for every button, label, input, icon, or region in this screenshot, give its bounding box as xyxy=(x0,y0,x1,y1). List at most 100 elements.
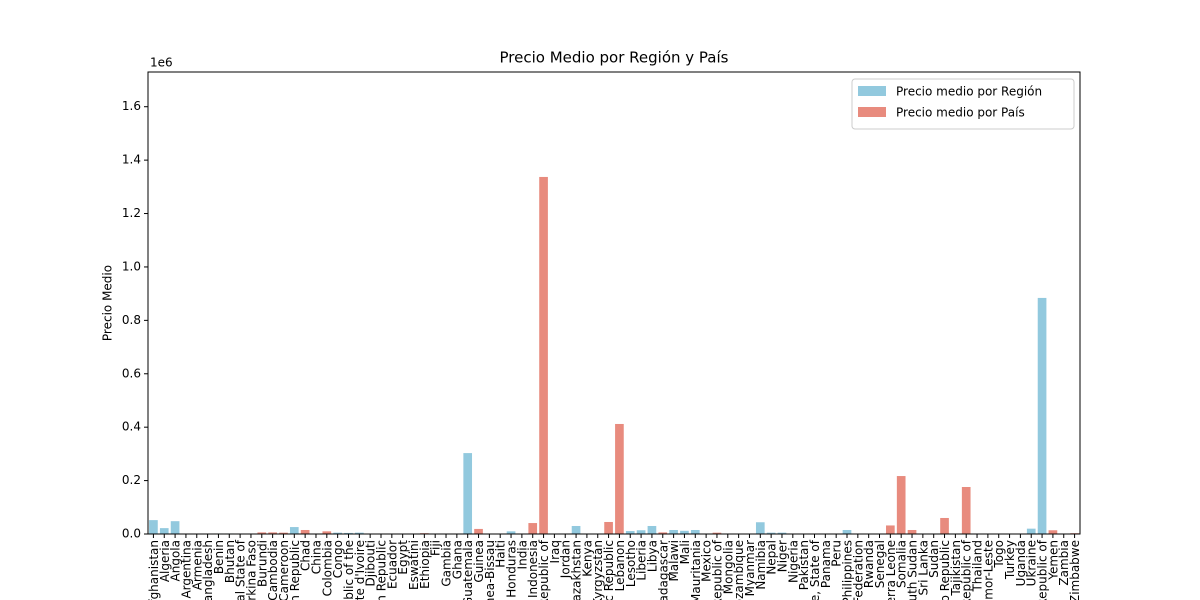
x-tick-label: Zambia xyxy=(1057,540,1071,586)
x-tick-label: Kyrgyzstan xyxy=(591,540,605,600)
x-tick-label: Senegal xyxy=(873,540,887,588)
legend-box xyxy=(851,78,1075,130)
x-tick-label: Chad xyxy=(299,540,313,571)
x-tick-label: Burundi xyxy=(255,540,269,587)
y-tick-label: 0.8 xyxy=(122,313,141,327)
x-tick-label: Moldova, Republic of xyxy=(710,539,724,600)
x-tick-label: Djibouti xyxy=(364,540,378,587)
x-tick-label: Nigeria xyxy=(786,540,800,583)
x-tick-label: Central African Republic xyxy=(288,540,302,600)
x-tick-label: Tajikistan xyxy=(949,540,963,597)
x-tick-label: Argentina xyxy=(179,540,193,599)
bar xyxy=(636,530,646,534)
x-tick-label: Ukraine xyxy=(1025,540,1039,586)
bar xyxy=(279,532,288,534)
x-tick-label: Gambia xyxy=(440,540,454,587)
x-tick-label: Fiji xyxy=(429,540,443,556)
bar xyxy=(680,530,689,534)
y-tick-label: 0.4 xyxy=(122,420,141,434)
y-tick-label: 0.2 xyxy=(122,473,141,487)
bar xyxy=(528,523,538,534)
bar xyxy=(300,529,310,534)
x-tick-label: Pakistan xyxy=(797,540,811,590)
x-tick-label: Angola xyxy=(169,540,183,581)
x-tick-label: Burkina Faso xyxy=(244,540,258,600)
x-tick-label: Peru xyxy=(830,540,844,567)
bar xyxy=(961,486,971,534)
bar xyxy=(669,529,678,534)
x-tick-label: Togo xyxy=(992,540,1006,569)
bar xyxy=(940,517,949,534)
x-tick-label: Cameroon xyxy=(277,540,291,600)
x-tick-label: Syrian Arab Republic xyxy=(938,540,952,600)
x-tick-label: South Sudan xyxy=(906,540,920,600)
x-tick-label: Lesotho xyxy=(624,540,638,587)
x-tick-label: Congo, Democratic Republic of the xyxy=(342,540,356,600)
x-tick-label: Ecuador xyxy=(385,540,399,589)
x-tick-label: Sri Lanka xyxy=(916,540,930,595)
x-tick-label: Venezuela, Bolivarian Republic of xyxy=(1036,539,1050,600)
x-tick-label: Bhutan xyxy=(223,540,237,583)
x-tick-label: Philippines xyxy=(841,540,855,600)
bar xyxy=(159,528,169,534)
x-tick-label: Kenya xyxy=(580,540,594,577)
bar xyxy=(755,522,765,534)
x-tick-label: China xyxy=(309,540,323,574)
y-tick-label: 1.2 xyxy=(122,206,141,220)
x-tick-label: Afghanistan xyxy=(147,540,161,600)
x-tick-label: Myanmar xyxy=(743,540,757,596)
bar xyxy=(896,476,906,534)
legend-swatch xyxy=(858,107,886,117)
bar xyxy=(690,529,700,534)
x-tick-label: Malawi xyxy=(667,540,681,582)
x-tick-label: Mexico xyxy=(700,540,714,582)
x-tick-label: Timor-Leste xyxy=(981,540,995,600)
x-tick-label: Niger xyxy=(775,540,789,572)
bar xyxy=(344,532,353,534)
x-tick-label: Libya xyxy=(645,540,659,572)
x-tick-label: Sudan xyxy=(927,540,941,578)
bar xyxy=(149,520,158,534)
x-tick-label: Iran, Islamic Republic of xyxy=(537,539,551,600)
bar xyxy=(1037,297,1047,534)
legend-label: Precio medio por País xyxy=(896,106,1025,120)
x-tick-label: Colombia xyxy=(320,540,334,596)
legend-label: Precio medio por Región xyxy=(896,85,1042,99)
bar xyxy=(322,531,332,534)
y-axis-label: Precio Medio xyxy=(101,265,115,341)
x-tick-label: Palestine, State of xyxy=(808,539,822,600)
x-tick-label: Liberia xyxy=(635,540,649,581)
bar xyxy=(1026,528,1036,534)
y-tick-label: 0.6 xyxy=(122,366,141,380)
y-tick-label: 1.6 xyxy=(122,99,141,113)
x-tick-label: Lao People's Democratic Republic xyxy=(602,540,616,600)
x-tick-label: Eswatini xyxy=(407,540,421,590)
x-tick-label: Madagascar xyxy=(656,540,670,600)
y-tick-label: 1.0 xyxy=(122,259,141,273)
bar xyxy=(886,525,895,534)
x-tick-label: Nepal xyxy=(765,540,779,575)
x-tick-label: Zimbabwe xyxy=(1068,540,1082,600)
x-tick-label: Jordan xyxy=(559,540,573,579)
x-tick-label: Thailand xyxy=(971,540,985,593)
bar xyxy=(712,532,722,534)
x-tick-label: Turkey xyxy=(1003,540,1017,580)
x-tick-label: Egypt xyxy=(396,540,410,575)
bar xyxy=(1048,530,1058,534)
x-tick-label: Armenia xyxy=(190,540,204,590)
x-tick-label: Mauritania xyxy=(689,540,703,600)
bar xyxy=(907,529,917,534)
x-tick-label: Côte d'Ivoire xyxy=(353,540,367,600)
bar xyxy=(257,532,267,534)
bar xyxy=(777,532,787,534)
x-tick-label: Lebanon xyxy=(613,540,627,591)
plot-frame xyxy=(147,71,1081,535)
x-tick-label: Guatemala xyxy=(461,540,475,600)
x-tick-label: Haiti xyxy=(494,540,508,568)
x-tick-label: Algeria xyxy=(158,540,172,582)
x-tick-label: Honduras xyxy=(505,540,519,598)
x-tick-label: Mozambique xyxy=(732,540,746,600)
x-tick-label: Panama xyxy=(819,540,833,588)
x-tick-label: Guinea-Bissau xyxy=(483,540,497,600)
x-tick-label: Namibia xyxy=(754,540,768,590)
